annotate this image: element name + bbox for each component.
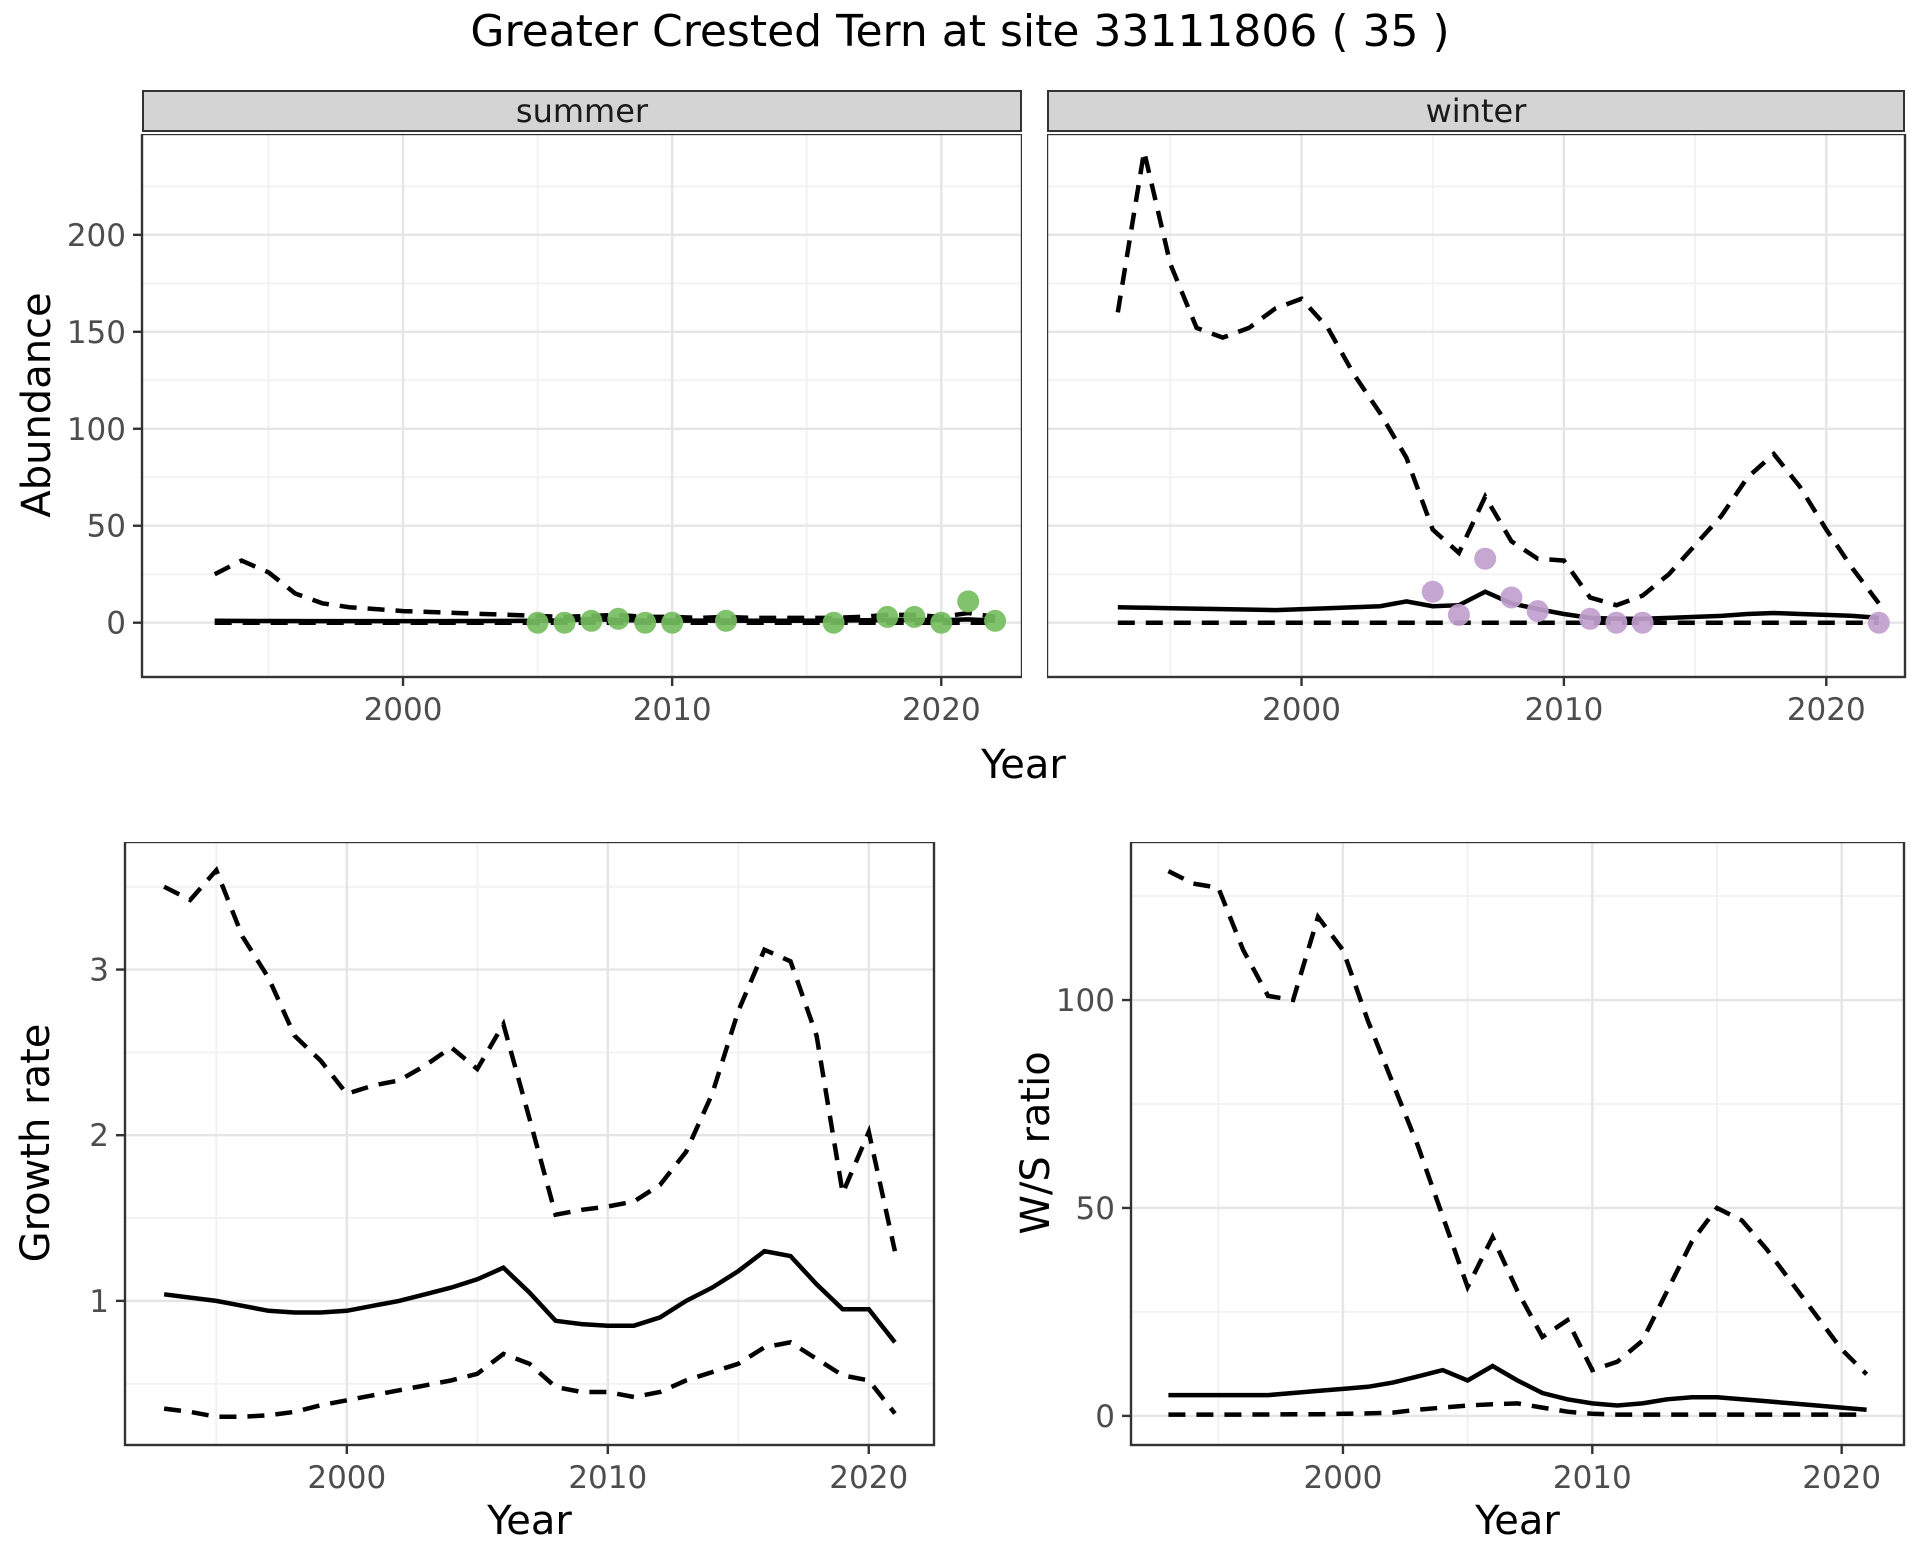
- svg-text:200: 200: [67, 218, 126, 254]
- ws-ratio-chart: 2000 2010 2020 0 50 100: [1056, 842, 1906, 1496]
- svg-text:0: 0: [106, 606, 126, 642]
- svg-text:50: 50: [1076, 1191, 1115, 1227]
- svg-text:2020: 2020: [1787, 692, 1866, 728]
- winter-abundance-chart: 2000 2010 2020: [1047, 134, 1907, 728]
- svg-text:2020: 2020: [829, 1460, 908, 1496]
- svg-text:2000: 2000: [1303, 1460, 1382, 1496]
- ws-year-axis-title: Year: [1475, 1498, 1560, 1544]
- svg-text:100: 100: [1056, 983, 1115, 1019]
- abundance-axis-title: Abundance: [14, 292, 60, 518]
- svg-text:50: 50: [87, 509, 126, 545]
- summer-abundance-chart: 2000 2010 2020 0 50 100 150 200: [67, 134, 1022, 728]
- svg-text:100: 100: [67, 412, 126, 448]
- svg-text:2: 2: [89, 1118, 109, 1154]
- svg-text:2020: 2020: [902, 692, 981, 728]
- facet-strip-label-winter: winter: [1425, 92, 1527, 130]
- svg-text:0: 0: [1095, 1399, 1115, 1435]
- growth-rate-axis-title: Growth rate: [13, 1023, 59, 1263]
- svg-text:1: 1: [89, 1284, 109, 1320]
- growth-year-axis-title: Year: [487, 1498, 572, 1544]
- svg-text:2000: 2000: [1262, 692, 1341, 728]
- svg-text:2000: 2000: [364, 692, 443, 728]
- figure-title: Greater Crested Tern at site 33111806 ( …: [470, 6, 1450, 57]
- svg-text:2010: 2010: [1553, 1460, 1632, 1496]
- growth-rate-chart: 2000 2010 2020 1 2 3: [89, 842, 936, 1496]
- svg-text:2010: 2010: [568, 1460, 647, 1496]
- svg-text:2000: 2000: [307, 1460, 386, 1496]
- top-year-axis-title: Year: [981, 742, 1066, 788]
- facet-strip-winter: winter: [1047, 90, 1905, 132]
- svg-text:150: 150: [67, 315, 126, 351]
- svg-text:2010: 2010: [1524, 692, 1603, 728]
- facet-strip-summer: summer: [142, 90, 1022, 132]
- svg-text:3: 3: [89, 953, 109, 989]
- svg-text:2020: 2020: [1802, 1460, 1881, 1496]
- facet-strip-label-summer: summer: [515, 92, 649, 130]
- svg-text:2010: 2010: [633, 692, 712, 728]
- ws-ratio-axis-title: W/S ratio: [1013, 1051, 1059, 1235]
